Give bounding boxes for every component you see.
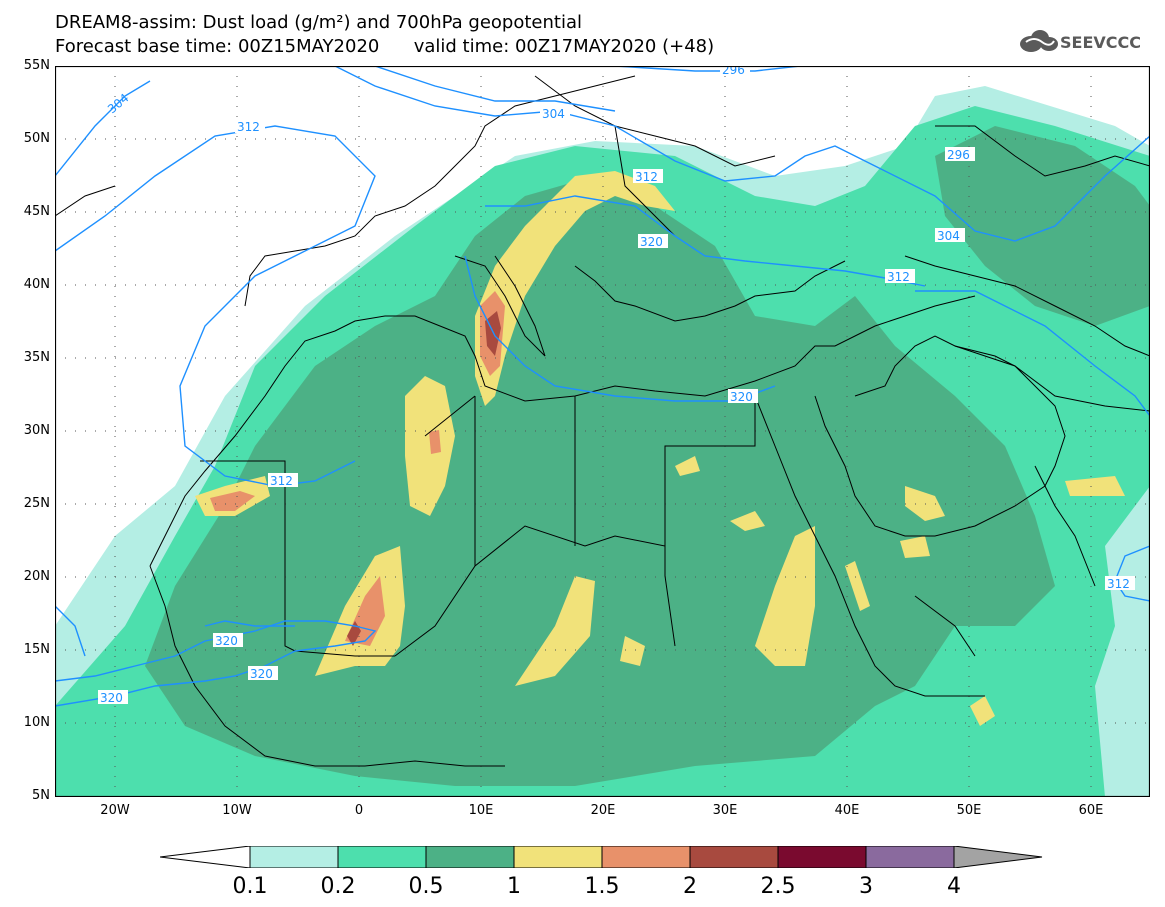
colorbar-swatch — [777, 846, 867, 868]
cloud-icon — [1020, 30, 1058, 52]
svg-text:296: 296 — [722, 66, 745, 77]
contour-label: 304 — [935, 228, 965, 243]
svg-text:320: 320 — [640, 235, 663, 249]
contour-label: 312 — [268, 473, 298, 488]
colorbar-swatch — [425, 846, 515, 868]
logo-text: SEEVCCC — [1060, 33, 1141, 52]
dust-level-1.0 — [475, 171, 675, 406]
lat-label: 5N — [32, 788, 50, 803]
contour-label: 312 — [633, 169, 663, 184]
contour-label: 320 — [98, 690, 128, 705]
colorbar-label: 2 — [683, 874, 697, 899]
lon-label: 0 — [354, 803, 364, 818]
colorbar-swatch — [601, 846, 691, 868]
title-line-2: Forecast base time: 00Z15MAY2020 valid t… — [55, 36, 715, 57]
lon-label: 40E — [834, 803, 860, 818]
svg-text:312: 312 — [887, 270, 910, 284]
seevccc-logo: SEEVCCC — [1018, 28, 1153, 54]
lat-label: 45N — [23, 204, 50, 219]
geopotential-contours — [55, 66, 1150, 707]
svg-text:312: 312 — [237, 120, 260, 134]
colorbar-label: 1 — [507, 874, 521, 899]
colorbar-label: 2.5 — [760, 874, 796, 899]
colorbar-label: 3 — [859, 874, 873, 899]
lon-label: 10E — [468, 803, 494, 818]
contour-label: 296 — [720, 66, 750, 77]
dust-level-0.5-ne — [935, 126, 1150, 326]
svg-text:304: 304 — [542, 107, 565, 121]
lat-label: 35N — [23, 350, 50, 365]
contour-label: 320 — [728, 389, 758, 404]
lat-label: 30N — [23, 423, 50, 438]
svg-text:320: 320 — [100, 691, 123, 705]
svg-text:304: 304 — [937, 229, 960, 243]
colorbar-swatch — [865, 846, 955, 868]
contour-label: 320 — [248, 666, 278, 681]
contour-labels: 296 304 304 312 312 320 320 312 304 296 … — [98, 66, 1135, 705]
colorbar-label: 0.5 — [408, 874, 444, 899]
lat-label: 50N — [23, 131, 50, 146]
colorbar-over-arrow — [953, 846, 1043, 868]
title-line-1: DREAM8-assim: Dust load (g/m²) and 700hP… — [55, 12, 582, 33]
dust-load-map: 296 304 304 312 312 320 320 312 304 296 … — [55, 66, 1150, 797]
lon-label: 30E — [712, 803, 738, 818]
lat-label: 15N — [23, 642, 50, 657]
lon-label: 10W — [222, 803, 252, 818]
colorbar-swatch — [337, 846, 427, 868]
colorbar-label: 4 — [947, 874, 961, 899]
contour-label: 296 — [945, 147, 975, 162]
colorbar-under-arrow — [160, 846, 251, 868]
lat-label: 20N — [23, 569, 50, 584]
svg-text:312: 312 — [1107, 577, 1130, 591]
lon-label: 60E — [1078, 803, 1104, 818]
lat-label: 40N — [23, 277, 50, 292]
svg-text:320: 320 — [215, 634, 238, 648]
lon-label: 20W — [100, 803, 130, 818]
contour-label: 320 — [638, 234, 668, 249]
colorbar-label: 0.2 — [320, 874, 356, 899]
colorbar-swatch — [249, 846, 339, 868]
svg-text:312: 312 — [270, 474, 293, 488]
contour-label: 312 — [1105, 576, 1135, 591]
lat-label: 10N — [23, 715, 50, 730]
lat-label: 25N — [23, 496, 50, 511]
colorbar-swatch — [689, 846, 779, 868]
colorbar-swatch — [513, 846, 603, 868]
lon-label: 20E — [590, 803, 616, 818]
svg-text:312: 312 — [635, 170, 658, 184]
colorbar-label: 1.5 — [584, 874, 620, 899]
lon-label: 50E — [956, 803, 982, 818]
contour-label: 312 — [235, 119, 265, 134]
svg-text:296: 296 — [947, 148, 970, 162]
contour-label: 320 — [213, 633, 243, 648]
contour-label: 304 — [540, 106, 570, 121]
svg-text:320: 320 — [250, 667, 273, 681]
svg-text:320: 320 — [730, 390, 753, 404]
map-frame — [55, 66, 1150, 797]
contour-label: 312 — [885, 269, 915, 284]
lat-label: 55N — [23, 58, 50, 73]
colorbar-label: 0.1 — [232, 874, 268, 899]
colorbar — [160, 846, 1043, 868]
